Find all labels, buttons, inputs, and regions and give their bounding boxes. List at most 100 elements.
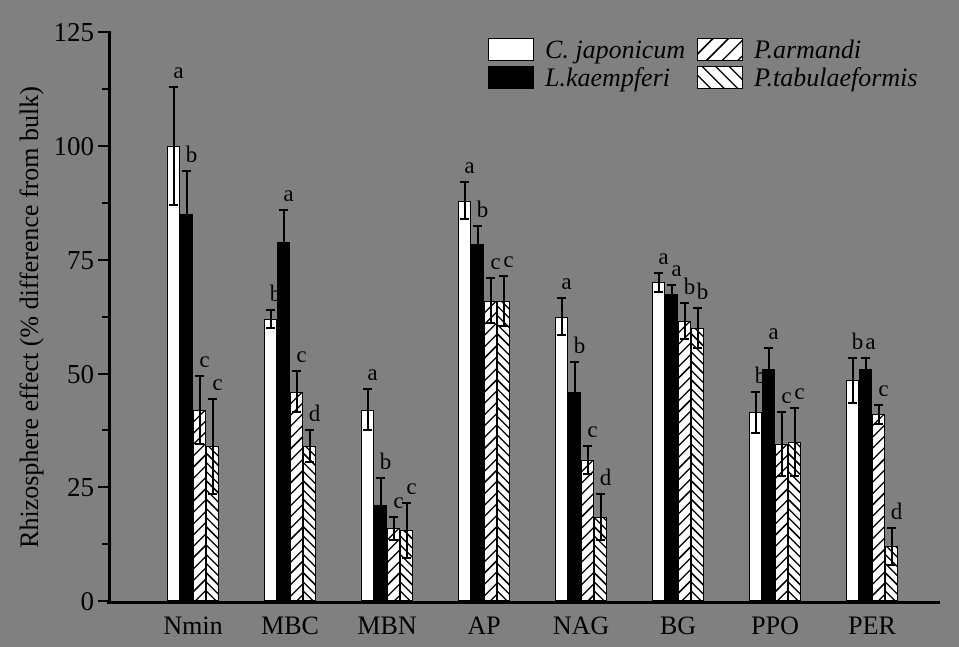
error-bar-cap bbox=[777, 411, 786, 413]
error-bar-cap bbox=[751, 391, 760, 393]
significance-letter: a bbox=[768, 319, 779, 344]
legend-label: L.kaempferi bbox=[545, 62, 670, 92]
error-bar-cap bbox=[583, 473, 592, 475]
legend-label: P.tabulaeformis bbox=[754, 62, 918, 92]
bar bbox=[167, 146, 180, 601]
y-axis-tick-label: 50 bbox=[67, 359, 94, 389]
bar bbox=[846, 380, 859, 601]
legend-swatch-white-icon bbox=[488, 38, 534, 61]
error-bar-cap bbox=[680, 338, 689, 340]
bar bbox=[497, 301, 510, 601]
error-bar bbox=[599, 494, 602, 540]
error-bar-cap bbox=[874, 423, 883, 425]
legend-item: P.armandi bbox=[697, 36, 917, 62]
error-bar-cap bbox=[557, 334, 566, 336]
legend-label: C. japonicum bbox=[545, 34, 686, 64]
bar bbox=[387, 528, 400, 601]
significance-letter: d bbox=[890, 499, 903, 524]
error-bar-cap bbox=[208, 493, 217, 495]
x-axis-category-label: PER bbox=[848, 611, 896, 640]
error-bar bbox=[405, 503, 408, 558]
error-bar-cap bbox=[292, 370, 301, 372]
significance-letter: d bbox=[599, 465, 612, 490]
x-axis-category-label: AP bbox=[467, 611, 501, 640]
error-bar-cap bbox=[305, 461, 314, 463]
legend-swatch-diagonal-back-icon bbox=[697, 66, 743, 89]
error-bar-cap bbox=[751, 432, 760, 434]
x-axis-category-label: MBC bbox=[261, 611, 319, 640]
significance-letter: c bbox=[212, 370, 223, 395]
x-axis-line bbox=[107, 601, 940, 604]
significance-letter: c bbox=[393, 488, 404, 513]
error-bar-cap bbox=[848, 402, 857, 404]
error-bar-cap bbox=[499, 275, 508, 277]
bar bbox=[652, 282, 665, 601]
error-bar bbox=[379, 478, 382, 505]
error-bar bbox=[392, 517, 395, 540]
error-bar bbox=[864, 358, 867, 369]
y-axis-major-tick bbox=[98, 31, 108, 33]
error-bar-cap bbox=[169, 204, 178, 206]
legend-item: L.kaempferi bbox=[488, 62, 697, 92]
legend-swatch-black-icon bbox=[488, 66, 534, 89]
bar bbox=[180, 214, 193, 601]
bar bbox=[458, 201, 471, 601]
y-axis-tick-label: 75 bbox=[67, 245, 94, 275]
bar bbox=[568, 392, 581, 601]
bar bbox=[193, 410, 206, 601]
error-bar-cap bbox=[460, 181, 469, 183]
error-bar-cap bbox=[402, 502, 411, 504]
y-axis-minor-tick bbox=[102, 543, 108, 545]
error-bar-cap bbox=[376, 477, 385, 479]
error-bar bbox=[269, 310, 272, 328]
error-bar bbox=[502, 276, 505, 326]
y-axis-line bbox=[108, 31, 111, 604]
error-bar-cap bbox=[790, 407, 799, 409]
error-bar-cap bbox=[499, 325, 508, 327]
bar bbox=[555, 317, 568, 601]
y-axis-major-tick bbox=[98, 486, 108, 488]
y-axis-tick-label: 100 bbox=[53, 131, 95, 161]
error-bar-cap bbox=[182, 170, 191, 172]
significance-letter: c bbox=[296, 342, 307, 367]
bar bbox=[484, 301, 497, 601]
legend: C. japonicum P.armandi L.kaempferi P.tabula… bbox=[488, 34, 918, 92]
error-bar bbox=[185, 171, 188, 214]
error-bar-cap bbox=[292, 411, 301, 413]
error-bar bbox=[573, 362, 576, 392]
error-bar bbox=[308, 430, 311, 462]
bar bbox=[788, 442, 801, 601]
error-bar bbox=[172, 87, 175, 205]
error-bar-cap bbox=[887, 564, 896, 566]
y-axis-major-tick bbox=[98, 600, 108, 602]
y-axis-tick-label: 125 bbox=[53, 17, 95, 47]
significance-letter: b bbox=[476, 197, 489, 222]
bar bbox=[691, 328, 704, 601]
error-bar bbox=[586, 446, 589, 474]
bar bbox=[594, 517, 607, 601]
x-axis-category-label: PPO bbox=[751, 611, 799, 640]
error-bar bbox=[295, 371, 298, 412]
bar bbox=[872, 414, 885, 601]
bar bbox=[290, 392, 303, 601]
error-bar bbox=[780, 412, 783, 476]
error-bar-cap bbox=[460, 218, 469, 220]
legend-swatch-diagonal-forward-icon bbox=[697, 38, 743, 61]
significance-letter: a bbox=[173, 58, 184, 83]
error-bar-cap bbox=[654, 291, 663, 293]
bar bbox=[361, 410, 374, 601]
error-bar-cap bbox=[305, 429, 314, 431]
y-axis-major-tick bbox=[98, 259, 108, 261]
error-bar-cap bbox=[279, 209, 288, 211]
error-bar bbox=[877, 405, 880, 424]
significance-letter: a bbox=[367, 360, 378, 385]
error-bar bbox=[890, 528, 893, 565]
y-axis-minor-tick bbox=[102, 316, 108, 318]
error-bar-cap bbox=[486, 322, 495, 324]
error-bar-cap bbox=[473, 225, 482, 227]
error-bar bbox=[670, 285, 673, 294]
error-bar-cap bbox=[790, 475, 799, 477]
significance-letter: b bbox=[379, 449, 392, 474]
bar bbox=[303, 446, 316, 601]
error-bar-cap bbox=[874, 404, 883, 406]
